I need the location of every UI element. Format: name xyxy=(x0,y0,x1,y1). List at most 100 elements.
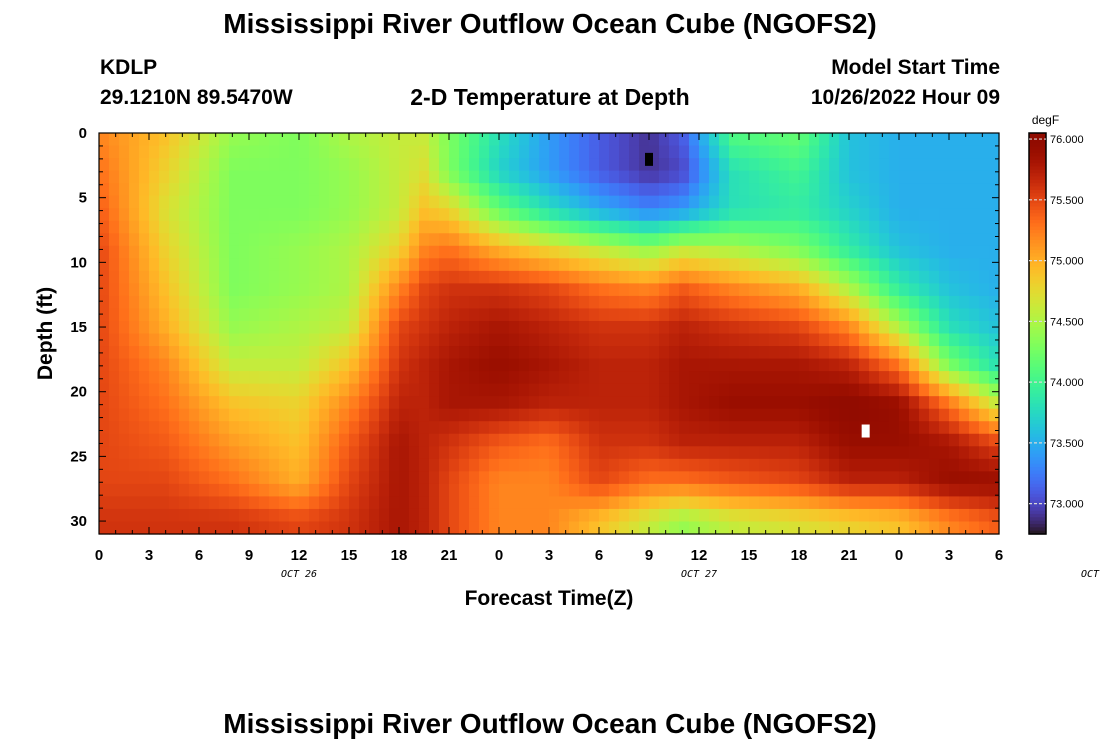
heatmap-cell xyxy=(759,308,770,322)
heatmap-cell xyxy=(359,333,370,347)
heatmap-cell xyxy=(319,496,330,510)
heatmap-cell xyxy=(369,220,380,234)
heatmap-cell xyxy=(429,170,440,184)
heatmap-cell xyxy=(889,333,900,347)
heatmap-cell xyxy=(759,358,770,372)
heatmap-cell xyxy=(829,471,840,485)
heatmap-cell xyxy=(879,195,890,209)
heatmap-cell xyxy=(789,320,800,335)
heatmap-cell xyxy=(979,270,990,284)
heatmap-cell xyxy=(229,208,240,222)
heatmap-cell xyxy=(659,295,670,310)
heatmap-cell xyxy=(579,346,590,360)
heatmap-cell xyxy=(839,283,850,297)
heatmap-cell xyxy=(179,358,190,372)
heatmap-cell xyxy=(389,521,400,535)
heatmap-cell xyxy=(549,483,560,498)
heatmap-cell xyxy=(639,333,650,347)
heatmap-cell xyxy=(789,233,800,247)
heatmap-cell xyxy=(889,208,900,222)
heatmap-cell xyxy=(189,383,200,397)
heatmap-cell xyxy=(259,446,270,460)
heatmap-cell xyxy=(919,270,930,284)
colorbar-step xyxy=(1029,196,1046,201)
heatmap-cell xyxy=(219,421,230,435)
heatmap-cell xyxy=(619,433,630,447)
heatmap-cell xyxy=(959,471,970,485)
heatmap-cell xyxy=(499,145,510,159)
heatmap-cell xyxy=(819,195,830,209)
heatmap-cell xyxy=(559,258,570,272)
heatmap-cell xyxy=(369,508,380,523)
heatmap-cell xyxy=(899,258,910,272)
heatmap-cell xyxy=(829,333,840,347)
heatmap-cell xyxy=(709,371,720,385)
heatmap-cell xyxy=(939,145,950,159)
heatmap-cell xyxy=(369,283,380,297)
heatmap-cell xyxy=(459,396,470,410)
heatmap-cell xyxy=(719,183,730,197)
heatmap-cell xyxy=(109,295,120,310)
heatmap-cell xyxy=(669,346,680,360)
heatmap-cell xyxy=(599,270,610,284)
heatmap-cell xyxy=(579,295,590,310)
heatmap-cell xyxy=(889,421,900,435)
heatmap-cell xyxy=(269,258,280,272)
heatmap-cell xyxy=(379,446,390,460)
heatmap-cell xyxy=(169,346,180,360)
heatmap-cell xyxy=(429,295,440,310)
heatmap-cell xyxy=(119,208,130,222)
heatmap-cell xyxy=(359,433,370,447)
heatmap-cell xyxy=(859,195,870,209)
heatmap-cell xyxy=(529,408,540,422)
heatmap-cell xyxy=(579,408,590,422)
heatmap-cell xyxy=(449,421,460,435)
heatmap-cell xyxy=(679,458,690,472)
heatmap-cell xyxy=(869,408,880,422)
heatmap-cell xyxy=(609,458,620,472)
heatmap-cell xyxy=(569,508,580,523)
heatmap-cell xyxy=(929,383,940,397)
heatmap-cell xyxy=(779,421,790,435)
heatmap-cell xyxy=(979,208,990,222)
heatmap-cell xyxy=(799,283,810,297)
heatmap-cell xyxy=(749,396,760,410)
heatmap-cell xyxy=(299,383,310,397)
heatmap-cell xyxy=(769,333,780,347)
colorbar-step xyxy=(1029,363,1046,368)
heatmap-cell xyxy=(759,346,770,360)
heatmap-cell xyxy=(389,433,400,447)
heatmap-cell xyxy=(849,208,860,222)
heatmap-cell xyxy=(469,446,480,460)
heatmap-cell xyxy=(509,508,520,523)
heatmap-cell xyxy=(99,233,110,247)
heatmap-cell xyxy=(559,458,570,472)
heatmap-cell xyxy=(539,283,550,297)
heatmap-cell xyxy=(289,158,300,172)
heatmap-cell xyxy=(529,346,540,360)
heatmap-cell xyxy=(339,133,350,147)
heatmap-cell xyxy=(179,408,190,422)
x-tick-label: 3 xyxy=(545,547,553,564)
heatmap-cell xyxy=(639,496,650,510)
x-tick-label: 21 xyxy=(441,547,458,564)
heatmap-cell xyxy=(699,396,710,410)
heatmap-cell xyxy=(619,233,630,247)
heatmap-cell xyxy=(959,371,970,385)
heatmap-cell xyxy=(989,220,1000,234)
heatmap-cell xyxy=(879,320,890,335)
heatmap-cell xyxy=(929,333,940,347)
heatmap-cell xyxy=(369,421,380,435)
heatmap-cell xyxy=(979,220,990,234)
heatmap-cell xyxy=(239,220,250,234)
heatmap-cell xyxy=(239,320,250,335)
heatmap-cell xyxy=(699,521,710,535)
heatmap-cell xyxy=(399,446,410,460)
heatmap-cell xyxy=(799,208,810,222)
heatmap-cell xyxy=(879,283,890,297)
heatmap-cell xyxy=(259,458,270,472)
heatmap-cell xyxy=(479,358,490,372)
heatmap-cell xyxy=(899,170,910,184)
heatmap-cell xyxy=(129,320,140,335)
heatmap-cell xyxy=(389,245,400,259)
